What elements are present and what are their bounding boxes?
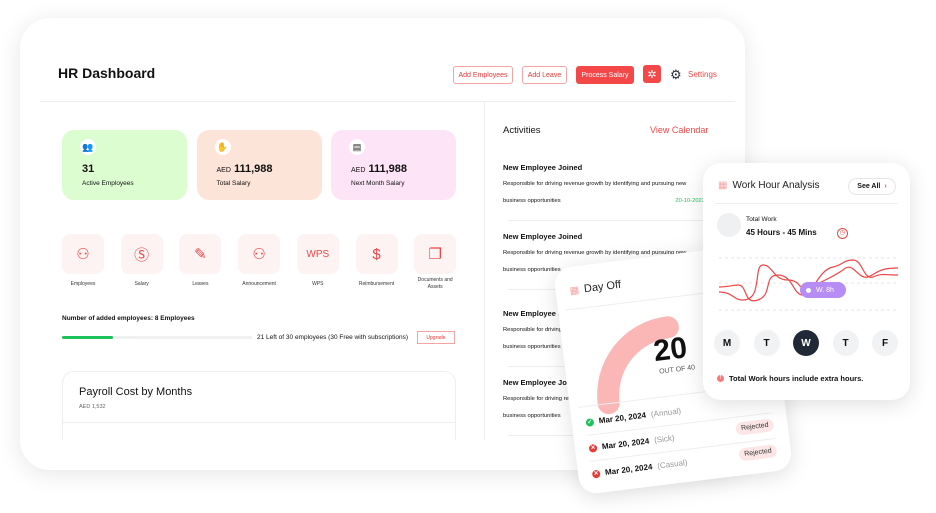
view-calendar-link[interactable]: View Calendar <box>650 125 709 135</box>
activity-title: New Employee Joined <box>503 378 583 387</box>
shortcut-label: Documents and Assets <box>417 277 453 290</box>
activity-description-cont: business opportunities <box>503 413 561 419</box>
salary-hand-icon: ✋ <box>214 139 231 155</box>
chart-tooltip: W. 8h <box>800 282 846 298</box>
tooltip-text: W. 8h <box>816 286 834 294</box>
day-off-used: 20 <box>651 331 689 369</box>
leave-date: Mar 20, 2024 <box>604 462 653 478</box>
shortcut-label: Reimbursement <box>358 281 395 287</box>
avatar <box>717 213 741 237</box>
work-hour-title: Work Hour Analysis <box>732 180 820 191</box>
upgrade-button[interactable]: Upgrade <box>417 331 455 344</box>
activity-description: Responsible for driving revenue growth b… <box>503 181 687 187</box>
chevron-right-icon: › <box>884 183 887 190</box>
dollar-icon: Ⓢ <box>134 246 150 264</box>
stat-value: 31 <box>82 163 95 175</box>
added-employees-count: Number of added employees: 8 Employees <box>62 315 195 322</box>
leave-date: Mar 20, 2024 <box>601 436 650 452</box>
calendar-icon: ▦ <box>569 284 580 297</box>
leave-type: (Sick) <box>653 433 675 445</box>
info-icon: ! <box>717 375 724 382</box>
gear-icon[interactable]: ⚙ <box>670 67 682 82</box>
day-button[interactable]: T <box>832 330 859 356</box>
leave-entry[interactable]: ✕ Mar 20, 2024 (Casual) <box>591 457 688 479</box>
x-icon: ✕ <box>588 443 598 453</box>
calendar-money-icon: ▤ <box>349 139 365 155</box>
payroll-card: Payroll Cost by Months AED 1,532 <box>62 371 456 470</box>
day-button[interactable]: W <box>793 330 819 356</box>
calendar-icon: ▦ <box>718 180 728 191</box>
activities-title: Activities <box>503 125 541 136</box>
process-salary-button[interactable]: Process Salary <box>576 66 634 84</box>
activity-description-cont: business opportunities <box>503 267 561 273</box>
x-icon: ✕ <box>591 469 601 479</box>
page-title: HR Dashboard <box>58 65 156 81</box>
work-hours-note: Total Work hours include extra hours. <box>729 374 864 383</box>
activity-description: Responsible for driving revenue growth b… <box>503 250 687 256</box>
work-hours-line-1 <box>718 264 899 301</box>
shortcut-leaves[interactable]: ✎ <box>179 234 222 274</box>
stat-label: Total Salary <box>216 180 251 187</box>
rejected-badge: Rejected <box>738 444 778 462</box>
stat-card[interactable]: ✋ AED 111,988 Total Salary <box>196 130 322 200</box>
leave-type: (Casual) <box>656 457 688 471</box>
shortcut-label: Employees <box>70 281 96 287</box>
employees-icon: ⚇ <box>76 246 90 263</box>
day-button[interactable]: F <box>872 330 898 356</box>
activity-title: New Employee Joined <box>503 309 583 318</box>
employees-progress-bar <box>62 336 252 339</box>
gift-icon[interactable]: ✲ <box>643 65 661 83</box>
activity-title: New Employee Joined <box>503 163 583 172</box>
day-button[interactable]: T <box>753 330 780 356</box>
activity-description-cont: business opportunities <box>503 344 561 350</box>
reimbursement-icon: $ <box>372 245 381 263</box>
shortcut-label: Announcement <box>242 281 276 287</box>
announcement-icon: ⚇ <box>252 246 266 263</box>
shortcut-employees[interactable]: ⚇ <box>62 234 104 274</box>
hr-dashboard-window: HR Dashboard Add Employees Add Leave Pro… <box>20 18 745 470</box>
check-icon: ✓ <box>585 417 595 427</box>
stat-label: Active Employees <box>82 180 134 187</box>
shortcut-documents-and-assets[interactable]: ❐ <box>414 234 457 274</box>
settings-link[interactable]: Settings <box>688 70 717 79</box>
gauge-fill <box>597 316 679 415</box>
shortcut-label: WPS <box>312 281 324 287</box>
header-divider <box>40 101 735 102</box>
activity-date: 20-10-2023 <box>675 198 705 204</box>
stat-value: AED 111,988 <box>216 163 273 175</box>
payroll-amount: AED 1,532 <box>79 404 106 410</box>
users-icon: 👥 <box>80 139 96 155</box>
documents-icon: ❐ <box>428 246 442 263</box>
employees-remaining-text: 21 Left of 30 employees (30 Free with su… <box>257 334 409 341</box>
stat-label: Next Month Salary <box>351 180 405 187</box>
total-work-label: Total Work <box>746 216 777 223</box>
shortcut-salary[interactable]: Ⓢ <box>120 234 163 274</box>
activity-title: New Employee Joined <box>503 232 583 241</box>
day-off-title: Day Off <box>583 278 622 296</box>
wps-icon: WPS <box>306 248 330 260</box>
stat-card[interactable]: 👥 31 Active Employees <box>62 130 187 200</box>
add-employees-button[interactable]: Add Employees <box>453 66 513 84</box>
edit-note-icon: ✎ <box>194 246 207 263</box>
stat-value: AED 111,988 <box>351 163 408 175</box>
activity-description-cont: business opportunities <box>503 198 561 204</box>
total-work-value: 45 Hours - 45 Mins <box>746 228 817 237</box>
see-all-button[interactable]: See All › <box>848 178 896 195</box>
column-divider <box>484 101 485 441</box>
shortcut-announcement[interactable]: ⚇ <box>238 234 281 274</box>
shortcut-reimbursement[interactable]: $ <box>355 234 398 274</box>
shortcut-label: Leaves <box>192 281 209 287</box>
clock-icon: ◷ <box>837 228 848 239</box>
stat-card[interactable]: ▤ AED 111,988 Next Month Salary <box>331 130 456 200</box>
payroll-title: Payroll Cost by Months <box>79 386 193 398</box>
work-hour-analysis-card: ▦ Work Hour Analysis See All › Total Work… <box>703 163 910 400</box>
shortcut-label: Salary <box>134 281 149 287</box>
add-leave-button[interactable]: Add Leave <box>522 66 567 84</box>
shortcut-wps[interactable]: WPS <box>296 234 339 274</box>
activity-item[interactable]: New Employee Joined Responsible for driv… <box>503 163 743 221</box>
see-all-label: See All <box>857 183 881 190</box>
day-button[interactable]: M <box>714 330 740 356</box>
